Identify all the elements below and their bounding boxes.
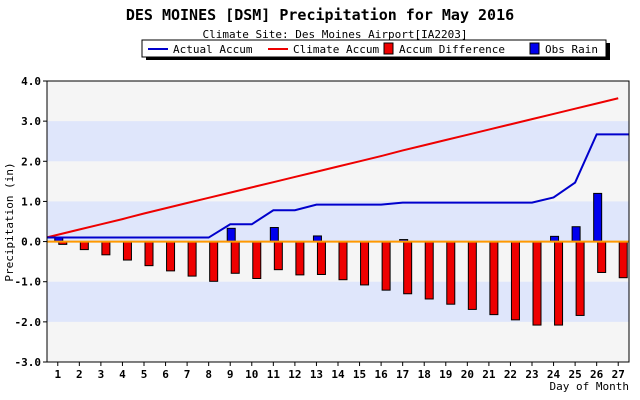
accum-difference-bar bbox=[532, 241, 542, 326]
y-tick-label: 0.0 bbox=[21, 236, 41, 249]
accum-difference-bar bbox=[144, 241, 154, 267]
x-tick-label: 21 bbox=[482, 368, 496, 381]
x-tick-label: 14 bbox=[331, 368, 345, 381]
accum-difference-bar bbox=[187, 241, 197, 277]
x-tick-label: 19 bbox=[439, 368, 452, 381]
y-tick-label: 4.0 bbox=[21, 75, 41, 88]
y-tick-label: -3.0 bbox=[15, 356, 42, 369]
accum-difference-bar bbox=[510, 241, 520, 321]
accum-difference-bar bbox=[316, 241, 326, 275]
accum-difference-bar bbox=[101, 241, 111, 256]
legend-label-2: Accum Difference bbox=[399, 43, 505, 56]
grid-band bbox=[47, 201, 629, 242]
plot-background bbox=[47, 81, 629, 362]
x-tick-label: 6 bbox=[162, 368, 169, 381]
x-tick-label: 16 bbox=[374, 368, 388, 381]
legend-swatch-2 bbox=[383, 42, 394, 55]
x-axis-label: Day of Month bbox=[550, 380, 629, 393]
x-tick-label: 1 bbox=[54, 368, 61, 381]
x-tick-label: 9 bbox=[227, 368, 234, 381]
climate-accum-line bbox=[46, 97, 619, 239]
grid-band bbox=[47, 281, 629, 322]
chart-title: DES MOINES [DSM] Precipitation for May 2… bbox=[126, 6, 514, 24]
x-tick-label: 10 bbox=[245, 368, 258, 381]
accum-difference-bar bbox=[122, 241, 132, 261]
accum-difference-bar bbox=[489, 241, 499, 316]
accum-difference-bar bbox=[381, 241, 391, 291]
obs-rain-bar bbox=[571, 226, 581, 243]
accum-difference-bar bbox=[403, 241, 413, 295]
y-tick-label: 3.0 bbox=[21, 115, 41, 128]
y-tick-label: 1.0 bbox=[21, 195, 41, 208]
obs-rain-bar bbox=[269, 227, 279, 243]
legend-box bbox=[141, 39, 607, 58]
lines-layer bbox=[46, 97, 629, 243]
x-tick-label: 4 bbox=[119, 368, 126, 381]
x-tick-label: 13 bbox=[310, 368, 323, 381]
x-tick-label: 26 bbox=[590, 368, 604, 381]
x-tick-label: 17 bbox=[396, 368, 409, 381]
x-tick-label: 3 bbox=[98, 368, 105, 381]
accum-difference-bar bbox=[230, 241, 240, 274]
grid-band bbox=[47, 121, 629, 162]
y-tick-label: -2.0 bbox=[15, 316, 42, 329]
x-tick-label: 2 bbox=[76, 368, 83, 381]
x-tick-label: 12 bbox=[288, 368, 301, 381]
accum-difference-bar bbox=[446, 241, 456, 305]
obs-rain-bar bbox=[593, 192, 603, 243]
y-axis-label: Precipitation (in) bbox=[3, 162, 16, 281]
accum-difference-bar bbox=[166, 241, 176, 272]
x-tick-label: 23 bbox=[525, 368, 538, 381]
accum-difference-bar bbox=[467, 241, 477, 310]
accum-difference-bar bbox=[554, 241, 564, 326]
x-tick-label: 22 bbox=[504, 368, 517, 381]
accum-difference-bar bbox=[252, 241, 262, 280]
accum-difference-bar bbox=[79, 241, 89, 251]
x-tick-label: 25 bbox=[568, 368, 581, 381]
legend-label-0: Actual Accum bbox=[173, 43, 253, 56]
axes-layer: -3.0-2.0-1.00.01.02.03.04.01 2 3 4 5 6 7 8 9 10 11… bbox=[15, 75, 630, 381]
accum-difference-bar bbox=[273, 241, 283, 271]
x-tick-label: 11 bbox=[267, 368, 281, 381]
accum-difference-bar bbox=[575, 241, 585, 316]
accum-difference-bar bbox=[295, 241, 305, 276]
accum-difference-bar bbox=[209, 241, 219, 282]
accum-difference-bar bbox=[597, 241, 607, 273]
obs-rain-bar bbox=[226, 227, 236, 243]
accum-difference-bar bbox=[618, 241, 628, 279]
legend-swatch-3 bbox=[529, 42, 540, 55]
x-tick-label: 27 bbox=[612, 368, 625, 381]
y-tick-label: -1.0 bbox=[15, 276, 42, 289]
x-tick-label: 24 bbox=[547, 368, 561, 381]
x-tick-label: 18 bbox=[418, 368, 431, 381]
legend: Actual Accum Climate Accum Accum Differenc… bbox=[141, 39, 610, 60]
bars-layer bbox=[54, 192, 628, 326]
actual-accum-line bbox=[47, 133, 629, 239]
y-tick-label: 2.0 bbox=[21, 155, 41, 168]
x-tick-label: 15 bbox=[353, 368, 366, 381]
legend-label-1: Climate Accum bbox=[293, 43, 379, 56]
x-tick-label: 5 bbox=[141, 368, 148, 381]
x-tick-label: 8 bbox=[205, 368, 212, 381]
accum-difference-bar bbox=[338, 241, 348, 281]
x-tick-label: 7 bbox=[184, 368, 191, 381]
x-tick-label: 20 bbox=[461, 368, 474, 381]
accum-difference-bar bbox=[424, 241, 434, 300]
chart-subtitle: Climate Site: Des Moines Airport[IA2203] bbox=[203, 28, 468, 41]
legend-label-3: Obs Rain bbox=[545, 43, 598, 56]
accum-difference-bar bbox=[360, 241, 370, 286]
